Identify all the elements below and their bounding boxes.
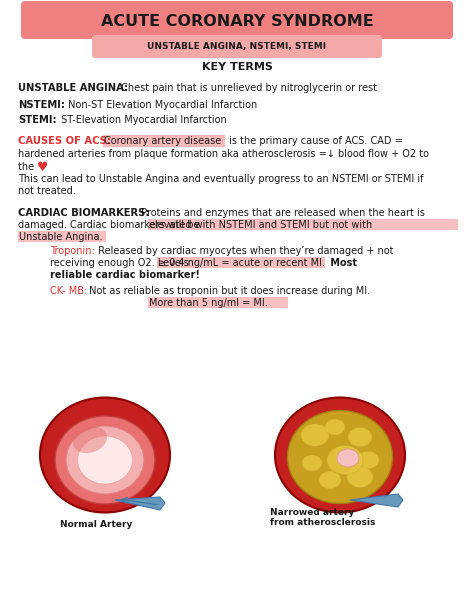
Text: Troponin:: Troponin:: [50, 246, 95, 256]
Ellipse shape: [78, 436, 133, 484]
Text: ♥: ♥: [37, 161, 48, 174]
Text: Not as reliable as troponin but it does increase during MI.: Not as reliable as troponin but it does …: [86, 286, 370, 296]
Text: hardened arteries from plaque formation aka atherosclerosis =↓ blood flow + O2 t: hardened arteries from plaque formation …: [18, 149, 429, 159]
Text: Chest pain that is unrelieved by nitroglycerin or rest: Chest pain that is unrelieved by nitrogl…: [118, 83, 377, 93]
Text: Normal Artery: Normal Artery: [60, 520, 132, 529]
Ellipse shape: [357, 451, 379, 469]
Text: receiving enough O2. Levels: receiving enough O2. Levels: [50, 258, 192, 268]
FancyBboxPatch shape: [148, 297, 288, 308]
Text: Non-ST Elevation Myocardial Infarction: Non-ST Elevation Myocardial Infarction: [65, 100, 257, 110]
Text: damaged. Cardiac biomarkers will be: damaged. Cardiac biomarkers will be: [18, 220, 202, 230]
Ellipse shape: [348, 427, 372, 447]
Ellipse shape: [55, 416, 155, 504]
Text: not treated.: not treated.: [18, 186, 76, 196]
Text: elevated with NSTEMI and STEMI but not with: elevated with NSTEMI and STEMI but not w…: [149, 220, 372, 230]
Text: CARDIAC BIOMARKERS:: CARDIAC BIOMARKERS:: [18, 208, 149, 218]
FancyBboxPatch shape: [92, 35, 382, 58]
Text: is the primary cause of ACS. CAD =: is the primary cause of ACS. CAD =: [226, 136, 403, 146]
Ellipse shape: [347, 466, 373, 487]
Ellipse shape: [66, 426, 144, 494]
Text: More than 5 ng/ml = MI.: More than 5 ng/ml = MI.: [149, 298, 268, 308]
Ellipse shape: [319, 471, 341, 489]
Text: CAUSES OF ACS:: CAUSES OF ACS:: [18, 136, 111, 146]
Text: STEMI:: STEMI:: [18, 115, 56, 125]
Ellipse shape: [325, 419, 345, 435]
Ellipse shape: [288, 411, 392, 503]
Ellipse shape: [302, 455, 322, 471]
Text: Unstable Angina.: Unstable Angina.: [19, 232, 102, 242]
Text: ≥ 0.4 ng/mL = acute or recent MI.: ≥ 0.4 ng/mL = acute or recent MI.: [158, 258, 325, 268]
Text: UNSTABLE ANGINA:: UNSTABLE ANGINA:: [18, 83, 128, 93]
Ellipse shape: [73, 427, 107, 453]
Text: CK- MB:: CK- MB:: [50, 286, 87, 296]
Ellipse shape: [40, 397, 170, 512]
Text: Most: Most: [327, 258, 357, 268]
Text: NSTEMI:: NSTEMI:: [18, 100, 65, 110]
Text: UNSTABLE ANGINA, NSTEMI, STEMI: UNSTABLE ANGINA, NSTEMI, STEMI: [147, 42, 327, 51]
Text: Proteins and enzymes that are released when the heart is: Proteins and enzymes that are released w…: [138, 208, 425, 218]
FancyBboxPatch shape: [157, 257, 325, 268]
FancyBboxPatch shape: [148, 219, 458, 230]
Text: reliable cardiac biomarker!: reliable cardiac biomarker!: [50, 270, 200, 280]
FancyBboxPatch shape: [21, 1, 453, 39]
Polygon shape: [350, 494, 403, 507]
Ellipse shape: [275, 397, 405, 512]
Text: Released by cardiac myocytes when they’re damaged + not: Released by cardiac myocytes when they’r…: [95, 246, 393, 256]
Text: ACUTE CORONARY SYNDROME: ACUTE CORONARY SYNDROME: [100, 13, 374, 28]
Ellipse shape: [327, 446, 363, 474]
Text: Coronary artery disease: Coronary artery disease: [104, 136, 221, 146]
Text: This can lead to Unstable Angina and eventually progress to an NSTEMI or STEMI i: This can lead to Unstable Angina and eve…: [18, 174, 423, 184]
Text: Narrowed artery: Narrowed artery: [270, 508, 355, 517]
Text: KEY TERMS: KEY TERMS: [201, 62, 273, 72]
FancyBboxPatch shape: [103, 135, 225, 147]
Text: the: the: [18, 162, 37, 172]
Text: ST-Elevation Myocardial Infarction: ST-Elevation Myocardial Infarction: [58, 115, 227, 125]
Text: from atherosclerosis: from atherosclerosis: [270, 518, 375, 527]
FancyBboxPatch shape: [18, 231, 106, 242]
Ellipse shape: [337, 449, 359, 467]
Polygon shape: [115, 497, 165, 510]
Ellipse shape: [301, 424, 329, 446]
